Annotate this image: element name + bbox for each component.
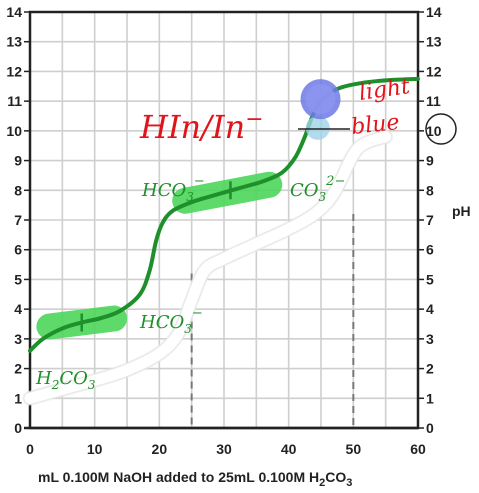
co3-label: CO32− [290,174,345,204]
x-tick-label: 20 [152,441,168,457]
y-tick-label-right: 7 [426,212,434,228]
y-tick-label-right: 1 [426,390,434,406]
x-tick-label: 40 [281,441,297,457]
y-axis-label: pH [452,203,471,219]
y-tick-label-right: 4 [426,301,434,317]
y-tick-label-right: 8 [426,182,434,198]
y-tick-label-right: 5 [426,271,434,287]
y-tick-label-left: 0 [14,420,22,436]
y-tick-label-right: 0 [426,420,434,436]
y-tick-label-left: 11 [7,93,22,109]
y-tick-label-right: 13 [426,34,442,50]
y-tick-label-left: 12 [6,63,22,79]
y-tick-label-right: 10 [426,123,442,139]
hin-label: HIn/In [139,108,245,146]
y-tick-label-left: 4 [14,301,22,317]
hco3-label-bottom: HCO3− [139,306,203,336]
y-tick-label-left: 1 [14,390,22,406]
x-axis-label: mL 0.100M NaOH added to 25mL 0.100M H2CO… [38,469,352,489]
hco3-label-top: HCO3− [141,174,205,204]
ph10-circle [425,113,457,145]
h2co3-label: H2CO3 [35,368,96,392]
indicator-dot-light [305,115,330,140]
x-tick-labels: 0 10 20 30 40 50 60 [26,441,426,457]
y-tick-label-left: 2 [14,361,22,377]
svg-text:HIn/In−: HIn/In− [139,107,264,146]
y-tick-label-right: 2 [426,361,434,377]
blue-label: blue [350,110,401,140]
tick-marks [80,181,232,332]
indicator-dots [300,79,341,140]
y-tick-label-left: 3 [14,331,22,347]
hin-annotation: HIn/In− light blue [139,74,457,146]
x-tick-label: 50 [346,441,362,457]
y-tick-label-left: 7 [14,212,22,228]
y-tick-label-right: 3 [426,331,434,347]
y-tick-label-left: 13 [6,34,22,50]
y-tick-label-right: 9 [426,153,434,169]
x-tick-label: 60 [410,441,426,457]
y-tick-label-left: 9 [14,153,22,169]
x-tick-label: 10 [87,441,103,457]
hin-superscript: − [245,107,263,132]
species-labels: H2CO3 HCO3− HCO3− CO32− [35,174,345,392]
y-tick-label-right: 11 [426,93,441,109]
x-tick-label: 30 [216,441,232,457]
y-tick-label-right: 14 [426,4,442,20]
white-curve [24,131,392,404]
y-tick-label-right: 12 [426,63,442,79]
y-tick-label-left: 8 [14,182,22,198]
y-tick-label-left: 10 [6,123,22,139]
y-tick-label-left: 14 [6,4,22,20]
indicator-dot-inner [305,84,336,115]
y-tick-label-left: 5 [14,271,22,287]
x-tick-label: 0 [26,441,34,457]
axes [24,10,424,430]
y-tick-label-left: 6 [14,242,22,258]
y-tick-label-right: 6 [426,242,434,258]
